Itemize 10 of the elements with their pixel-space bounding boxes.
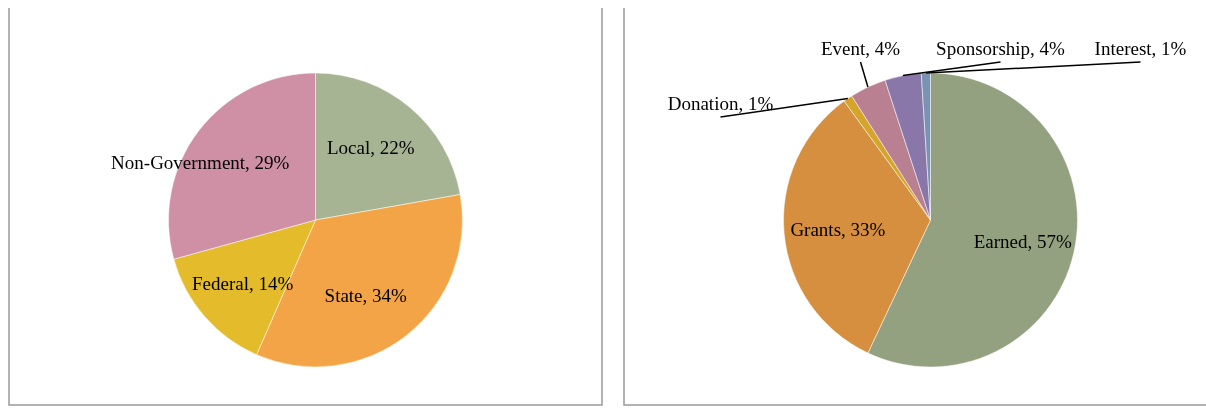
slice-label: Sponsorship, 4% — [936, 38, 1066, 59]
slice-label: Grants, 33% — [790, 218, 886, 240]
slice-label: Earned, 57% — [973, 230, 1073, 252]
slice-label: State, 34% — [324, 285, 408, 307]
slice-label: Interest, 1% — [1094, 38, 1187, 59]
slice-label: Local, 22% — [326, 136, 415, 158]
slice-label: Non-Government, 29% — [111, 152, 290, 174]
slice-label: Donation, 1% — [667, 93, 774, 114]
slice-label: Federal, 14% — [191, 272, 294, 294]
slice-label: Event, 4% — [820, 38, 901, 59]
